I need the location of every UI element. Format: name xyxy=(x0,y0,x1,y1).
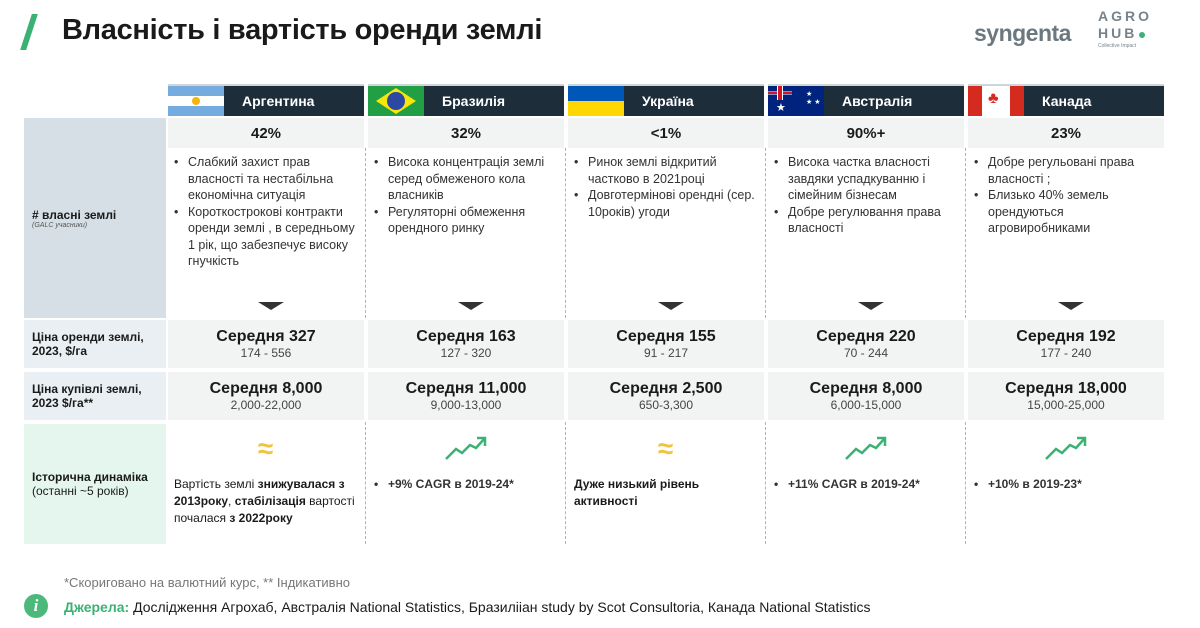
stable-icon: ≈ xyxy=(257,432,274,464)
footnote: *Скориговано на валютний курс, ** Індика… xyxy=(64,575,350,590)
rent-value: Середня 192 177 - 240 xyxy=(968,320,1164,368)
purchase-value: Середня 18,000 15,000-25,000 xyxy=(968,372,1164,420)
page-title: Власність і вартість оренди землі xyxy=(62,14,543,46)
ownership-share: 42% xyxy=(168,118,364,148)
dynamics-cell: ≈ Вартість землі знижувалася з 2013року, … xyxy=(166,422,366,544)
triangle-down-icon xyxy=(658,302,684,310)
ownership-share: <1% xyxy=(568,118,764,148)
rent-value: Середня 155 91 - 217 xyxy=(568,320,764,368)
ownership-notes: Висока частка власності завдяки успадкув… xyxy=(766,148,966,318)
rent-value: Середня 220 70 - 244 xyxy=(768,320,964,368)
purchase-value: Середня 8,000 6,000-15,000 xyxy=(768,372,964,420)
country-header-brazil: Бразилія xyxy=(368,84,564,116)
ownership-share: 90%+ xyxy=(768,118,964,148)
dynamics-cell: ≈ Дуже низький рівень активності xyxy=(566,422,766,544)
country-header-canada: ♣ Канада xyxy=(968,84,1164,116)
sources: Джерела: Дослідження Агрохаб, Австралія … xyxy=(64,599,871,615)
bullet: Довготермінові орендні (сер. 10років) уг… xyxy=(574,187,757,220)
info-icon: i xyxy=(24,594,48,618)
ownership-notes: Висока концентрація землі серед обмежено… xyxy=(366,148,566,318)
ownership-share: 32% xyxy=(368,118,564,148)
row-label-ownership: # власні землі (GALC учасники) xyxy=(24,118,166,318)
bullet: Висока концентрація землі серед обмежено… xyxy=(374,154,557,204)
purchase-value: Середня 2,500 650-3,300 xyxy=(568,372,764,420)
bullet: Добре регульовані права власності ; xyxy=(974,154,1158,187)
triangle-down-icon xyxy=(458,302,484,310)
triangle-down-icon xyxy=(858,302,884,310)
bullet: Близько 40% земель орендуються агровироб… xyxy=(974,187,1158,237)
bullet: Ринок землі відкритий частково в 2021роц… xyxy=(574,154,757,187)
ownership-share: 23% xyxy=(968,118,1164,148)
row-label-purchase: Ціна купівлі землі, 2023 $/га** xyxy=(24,372,166,420)
country-header-ukraine: Україна xyxy=(568,84,764,116)
argentina-flag-icon xyxy=(168,86,224,116)
comparison-table: Аргентина Бразилія Україна ★ ★ ★ ★ Австралія ♣ К… xyxy=(24,84,1166,544)
bullet: Короткострокові контракти оренди землі ,… xyxy=(174,204,357,270)
bullet: Регуляторні обмеження орендного ринку xyxy=(374,204,557,237)
australia-flag-icon: ★ ★ ★ ★ xyxy=(768,86,824,116)
row-label-dynamics: Історична динаміка (останні ~5 років) xyxy=(24,424,166,544)
country-header-australia: ★ ★ ★ ★ Австралія xyxy=(768,84,964,116)
canada-flag-icon: ♣ xyxy=(968,86,1024,116)
agrohub-logo: AGRO HUB Collective Impact xyxy=(1098,8,1152,49)
bullet: Слабкий захист прав власності та нестабі… xyxy=(174,154,357,204)
ownership-notes: Добре регульовані права власності ;Близь… xyxy=(966,148,1166,318)
dynamics-cell: +11% CAGR в 2019-24* xyxy=(766,422,966,544)
trend-up-icon xyxy=(774,428,957,468)
ukraine-flag-icon xyxy=(568,86,624,116)
triangle-down-icon xyxy=(1058,302,1084,310)
brazil-flag-icon xyxy=(368,86,424,116)
rent-value: Середня 163 127 - 320 xyxy=(368,320,564,368)
purchase-value: Середня 8,000 2,000-22,000 xyxy=(168,372,364,420)
ownership-notes: Ринок землі відкритий частково в 2021роц… xyxy=(566,148,766,318)
row-label-rent: Ціна оренди землі, 2023, $/га xyxy=(24,320,166,368)
purchase-value: Середня 11,000 9,000-13,000 xyxy=(368,372,564,420)
bullet: Висока частка власності завдяки успадкув… xyxy=(774,154,957,204)
trend-up-icon xyxy=(974,428,1158,468)
stable-icon: ≈ xyxy=(657,432,674,464)
syngenta-logo: syngenta xyxy=(974,20,1071,46)
bullet: Добре регулювання права власності xyxy=(774,204,957,237)
trend-up-icon xyxy=(374,428,557,468)
triangle-down-icon xyxy=(258,302,284,310)
title-accent xyxy=(20,14,38,50)
country-header-argentina: Аргентина xyxy=(168,84,364,116)
dynamics-cell: +9% CAGR в 2019-24* xyxy=(366,422,566,544)
dynamics-cell: +10% в 2019-23* xyxy=(966,422,1166,544)
rent-value: Середня 327 174 - 556 xyxy=(168,320,364,368)
ownership-notes: Слабкий захист прав власності та нестабі… xyxy=(166,148,366,318)
